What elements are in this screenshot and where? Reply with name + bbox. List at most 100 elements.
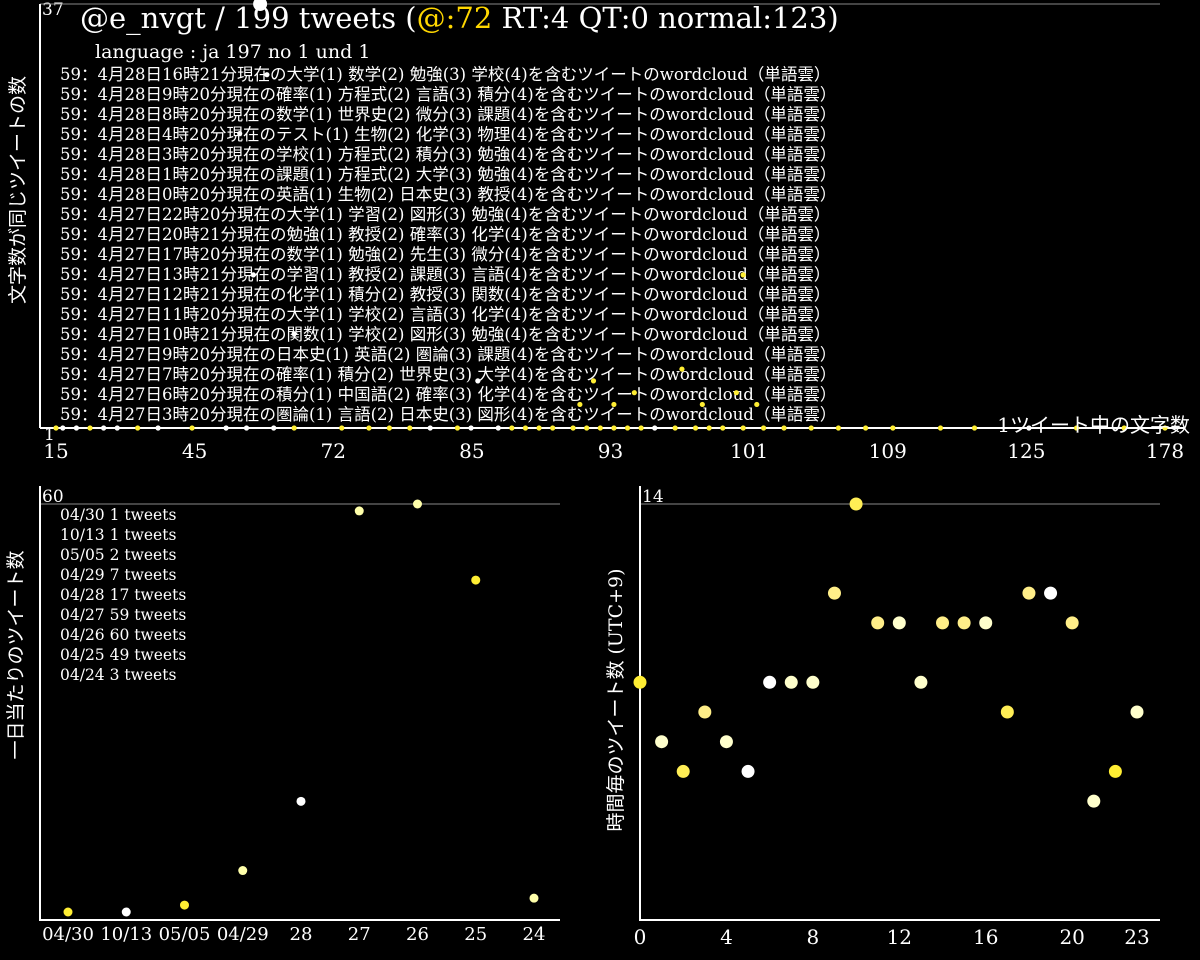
data-point	[806, 675, 820, 689]
annotation-line: 59：4月27日6時20分現在の積分(1) 中国語(2) 確率(3) 化学(4)…	[60, 385, 836, 404]
data-point	[754, 401, 760, 408]
data-point	[781, 425, 787, 431]
data-point	[890, 425, 896, 431]
data-point	[250, 272, 256, 278]
header-paren: (	[396, 1, 417, 35]
x-tick-label: 05/05	[159, 924, 211, 945]
data-point	[590, 378, 597, 384]
data-point	[835, 425, 842, 431]
data-point	[720, 425, 726, 431]
data-point	[243, 425, 250, 431]
top-chart-xticks: 15 45 72 85 93 101 109 125 178	[43, 439, 1184, 463]
x-tick-label: 0	[634, 925, 647, 949]
data-point	[936, 616, 950, 630]
data-point	[1073, 425, 1080, 431]
annotation-line: 59：4月28日3時20分現在の学校(1) 方程式(2) 積分(3) 勉強(4)…	[60, 145, 836, 164]
x-tick-label: 4	[720, 925, 733, 949]
legend-entry: 04/30 1 tweets	[60, 506, 176, 524]
hourly-chart-ylabel: 時間毎のツイート数 (UTC+9)	[605, 568, 627, 831]
annotation-line: 59：4月27日3時20分現在の圏論(1) 言語(2) 日本史(3) 図形(4)…	[60, 405, 836, 424]
data-point	[237, 130, 243, 137]
data-point	[611, 425, 617, 431]
hourly-chart-ymax-label: 14	[642, 487, 664, 507]
annotation-line: 59：4月28日8時20分現在の数学(1) 世界史(2) 微分(3) 課題(4)…	[60, 105, 836, 124]
annotation-line: 59：4月27日13時21分現在の学習(1) 教授(2) 課題(3) 言語(4)…	[60, 265, 830, 284]
data-point	[495, 425, 501, 431]
data-point	[1162, 425, 1168, 431]
header-title: @e_nvgt / 199 tweets (@:72 RT:4 QT:0 nor…	[80, 1, 839, 36]
annotation-line: 59：4月27日11時20分現在の大学(1) 学校(2) 言語(3) 化学(4)…	[60, 305, 830, 324]
data-point	[740, 272, 746, 278]
data-point	[73, 425, 80, 431]
annotation-line: 59：4月28日16時21分現在の大学(1) 数学(2) 勉強(3) 学校(4)…	[60, 65, 830, 84]
data-point	[509, 425, 515, 431]
annotation-line: 59：4月28日4時20分現在のテスト(1) 生物(2) 化学(3) 物理(4)…	[60, 125, 836, 144]
data-point	[679, 366, 685, 372]
data-point	[655, 735, 669, 749]
header-rest: RT:4 QT:0 normal:123)	[492, 1, 838, 35]
data-point	[471, 575, 481, 585]
legend-entry: 05/05 2 tweets	[60, 546, 176, 564]
data-point	[114, 425, 120, 431]
top-chart-ylabel: 文字数が同じツイートの数	[7, 76, 29, 304]
data-point	[223, 425, 229, 431]
x-tick-label: 85	[459, 439, 484, 463]
annotation-line: 59：4月27日10時21分現在の関数(1) 学校(2) 図形(3) 勉強(4)…	[60, 325, 830, 344]
x-tick-label: 28	[290, 924, 313, 945]
data-point	[1000, 705, 1014, 719]
data-point	[570, 425, 576, 431]
data-point	[550, 425, 556, 431]
data-point	[808, 425, 814, 431]
data-point	[597, 425, 603, 431]
x-tick-label: 26	[406, 924, 429, 945]
data-point	[1022, 586, 1036, 600]
x-tick-label: 16	[973, 925, 998, 949]
data-point	[413, 499, 422, 509]
legend-entry: 04/24 3 tweets	[60, 666, 176, 684]
x-tick-label: 15	[43, 439, 68, 463]
top-chart-annotations: 59：4月28日16時21分現在の大学(1) 数学(2) 勉強(3) 学校(4)…	[60, 65, 836, 424]
x-tick-label: 04/29	[217, 924, 269, 945]
data-point	[624, 425, 631, 431]
annotation-line: 59：4月28日9時20分現在の確率(1) 方程式(2) 言語(3) 積分(4)…	[60, 85, 836, 104]
data-point	[63, 907, 73, 917]
data-point	[121, 907, 131, 917]
data-point	[101, 425, 107, 431]
annotation-line: 59：4月28日0時20分現在の英語(1) 生物(2) 日本史(3) 教授(4)…	[60, 185, 836, 204]
data-point	[741, 764, 755, 778]
data-point	[135, 425, 141, 431]
legend-entry: 04/27 59 tweets	[60, 606, 186, 624]
data-point	[475, 378, 481, 384]
data-point	[253, 0, 268, 11]
data-point	[760, 425, 767, 431]
daily-chart-ymax-label: 60	[42, 487, 64, 507]
legend-entry: 04/25 49 tweets	[60, 646, 186, 664]
x-tick-label: 72	[321, 439, 346, 463]
count-prefix: 37	[42, 0, 64, 20]
legend-entry: 04/28 17 tweets	[60, 586, 186, 604]
annotation-line: 59：4月27日7時20分現在の確率(1) 積分(2) 世界史(3) 大学(4)…	[60, 365, 836, 384]
data-point	[296, 796, 306, 806]
x-tick-label: 24	[523, 924, 546, 945]
data-point	[827, 586, 841, 600]
data-point	[863, 425, 869, 431]
data-point	[354, 506, 364, 516]
legend-entry: 04/26 60 tweets	[60, 626, 186, 644]
data-point	[740, 425, 746, 431]
x-tick-label: 101	[730, 439, 768, 463]
x-tick-label: 04/30	[42, 924, 94, 945]
x-tick-label: 109	[869, 439, 907, 463]
daily-chart-ylabel: 一日当たりのツイート数	[5, 550, 27, 759]
data-point	[1065, 616, 1079, 630]
data-point	[763, 675, 777, 689]
data-point	[1121, 425, 1127, 431]
data-point	[427, 425, 433, 431]
data-point	[652, 425, 658, 431]
data-point	[522, 425, 529, 431]
x-tick-label: 25	[464, 924, 487, 945]
annotation-line: 59：4月27日20時21分現在の勉強(1) 教授(2) 確率(3) 化学(4)…	[60, 225, 830, 244]
data-point	[892, 616, 906, 630]
daily-chart-points	[63, 499, 539, 917]
